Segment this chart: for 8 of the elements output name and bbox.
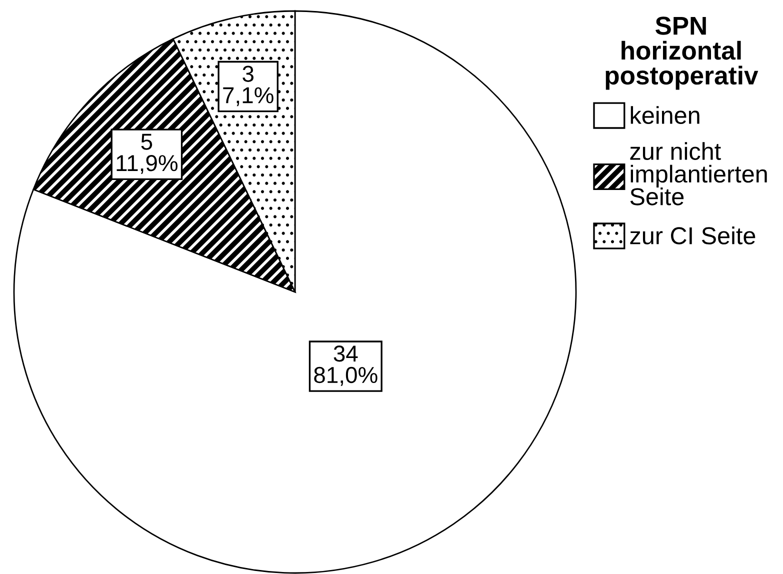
legend-label: keinen <box>630 106 700 124</box>
legend-label: zur nicht implantierten Seite <box>630 142 767 206</box>
legend-label: zur CI Seite <box>630 226 756 244</box>
data-label: 5 11,9% <box>116 134 178 174</box>
data-label: 34 81,0% <box>314 346 378 386</box>
data-label: 3 7,1% <box>223 66 274 106</box>
pie-slice <box>13 10 577 574</box>
legend-title: SPN horizontal postoperativ <box>606 16 758 90</box>
